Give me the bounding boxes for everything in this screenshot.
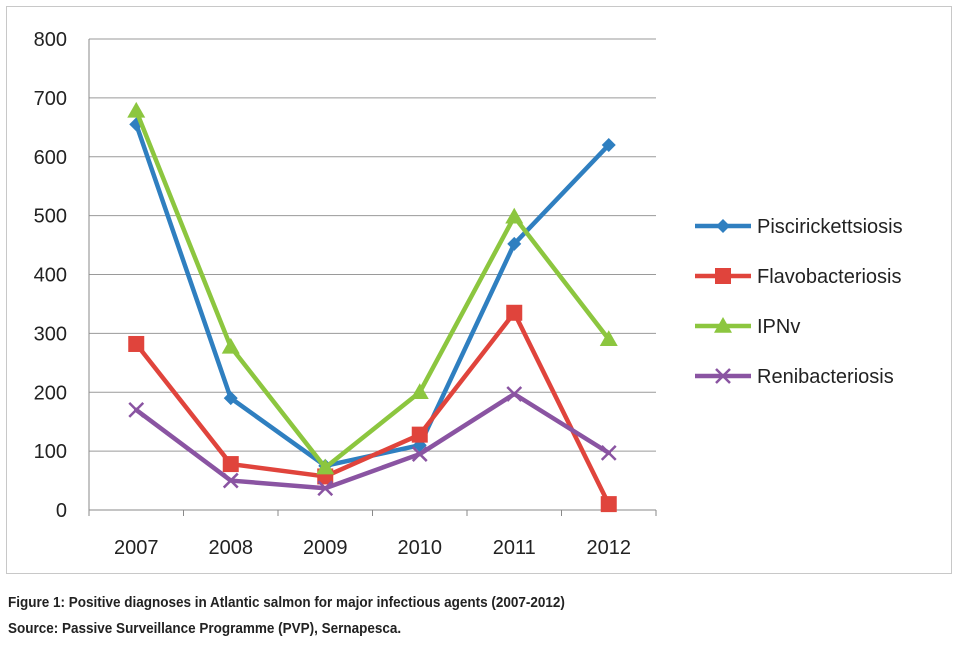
point-renibacteriosis [222, 472, 239, 489]
legend-marker-flavobacteriosis [715, 268, 731, 284]
x-tick-label: 2011 [493, 537, 536, 559]
source-caption: Source: Passive Surveillance Programme (… [8, 620, 402, 637]
x-tick-label: 2012 [587, 537, 632, 559]
legend-marker-ipnv [714, 317, 732, 333]
legend-marker-renibacteriosis [715, 368, 731, 384]
figure-caption: Figure 1: Positive diagnoses in Atlantic… [8, 594, 565, 611]
series-line-renibacteriosis [134, 391, 611, 491]
y-tick-label: 300 [34, 323, 67, 345]
point-ipnv [599, 330, 618, 347]
series-line-flavobacteriosis [134, 310, 611, 507]
chart-frame: 0 100 200 300 400 500 600 700 800 2007 2008 2009 201… [6, 6, 952, 574]
point-renibacteriosis [506, 386, 523, 402]
point-flavobacteriosis [600, 496, 617, 513]
point-piscirickettsiosis [507, 236, 522, 251]
point-renibacteriosis [600, 445, 617, 461]
y-tick-label: 200 [34, 382, 67, 404]
point-ipnv [316, 458, 335, 475]
point-ipnv [410, 383, 429, 399]
y-tick-label: 600 [34, 147, 67, 169]
y-tick-label: 800 [34, 29, 67, 51]
legend-label-ipnv: IPNv [757, 316, 800, 338]
point-flavobacteriosis [411, 426, 428, 443]
point-renibacteriosis [317, 480, 334, 497]
series-line-piscirickettsiosis [134, 122, 611, 469]
series-line-ipnv [134, 108, 611, 470]
point-ipnv [221, 337, 240, 354]
legend-marker-piscirickettsiosis [716, 219, 730, 233]
point-ipnv [505, 207, 524, 224]
point-flavobacteriosis [222, 456, 239, 473]
y-tick-label: 100 [34, 441, 67, 463]
point-renibacteriosis [128, 402, 145, 418]
point-ipnv [127, 101, 146, 118]
x-tick-label: 2007 [114, 537, 159, 559]
point-flavobacteriosis [506, 304, 523, 321]
legend-label-flavobacteriosis: Flavobacteriosis [757, 266, 902, 288]
point-renibacteriosis [411, 446, 428, 462]
point-piscirickettsiosis [601, 137, 616, 152]
y-tick-label: 500 [34, 206, 67, 228]
y-tick-label: 0 [56, 500, 67, 522]
legend-label-renibacteriosis: Renibacteriosis [757, 366, 894, 388]
x-tick-label: 2010 [398, 537, 443, 559]
y-tick-label: 400 [34, 265, 67, 287]
x-tick-label: 2009 [303, 537, 348, 559]
line-chart: 0 100 200 300 400 500 600 700 800 2007 2008 2009 201… [34, 29, 903, 559]
legend-label-piscirickettsiosis: Piscirickettsiosis [757, 216, 903, 238]
y-tick-label: 700 [34, 88, 67, 110]
point-piscirickettsiosis [223, 391, 238, 406]
x-tick-label: 2008 [209, 537, 254, 559]
point-flavobacteriosis [128, 335, 145, 352]
